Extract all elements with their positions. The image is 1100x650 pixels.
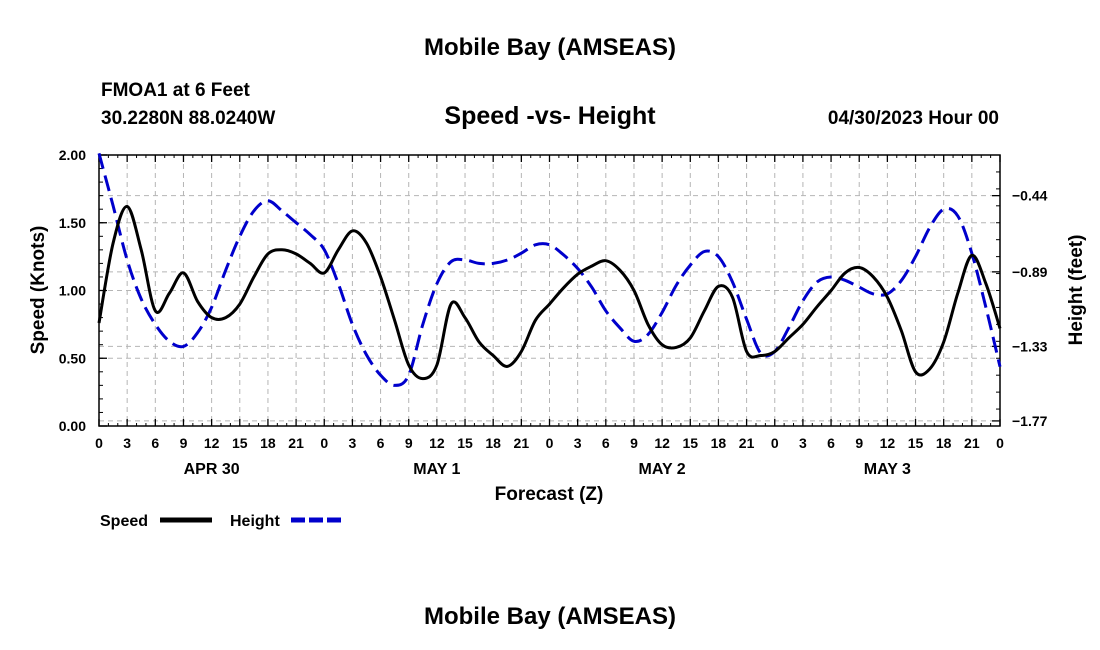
x-tick-label: 18 <box>485 435 501 451</box>
y-right-tick-label: −1.77 <box>1012 413 1048 429</box>
x-tick-label: 18 <box>260 435 276 451</box>
series-line-height <box>97 152 1002 387</box>
y-right-tick-label: −1.33 <box>1012 338 1048 354</box>
x-tick-label: 18 <box>936 435 952 451</box>
x-axis-label: Forecast (Z) <box>495 484 604 505</box>
x-tick-label: 6 <box>377 435 385 451</box>
x-tick-label: 15 <box>232 435 248 451</box>
x-tick-label: 3 <box>123 435 131 451</box>
chart-title: Speed -vs- Height <box>444 102 656 130</box>
x-tick-label: 21 <box>964 435 980 451</box>
location-label: 30.2280N 88.0240W <box>101 108 275 129</box>
y-axis-right-label: Height (feet) <box>1066 235 1087 346</box>
x-tick-label: 0 <box>95 435 103 451</box>
x-tick-label: 18 <box>711 435 727 451</box>
legend: Speed Height <box>100 513 343 530</box>
run-time-label: 04/30/2023 Hour 00 <box>828 108 999 129</box>
x-tick-label: 9 <box>405 435 413 451</box>
x-tick-label: 15 <box>457 435 473 451</box>
x-tick-label: 12 <box>429 435 445 451</box>
x-tick-label: 21 <box>739 435 755 451</box>
x-tick-label: 9 <box>630 435 638 451</box>
x-tick-label: 3 <box>799 435 807 451</box>
station-label: FMOA1 at 6 Feet <box>101 80 251 101</box>
x-tick-label: 3 <box>574 435 582 451</box>
y-left-tick-label: 0.00 <box>59 418 86 434</box>
legend-label-speed: Speed <box>100 513 148 530</box>
x-tick-label: 9 <box>855 435 863 451</box>
series-lines <box>97 152 1002 387</box>
x-tick-label: 21 <box>514 435 530 451</box>
legend-label-height: Height <box>230 513 280 530</box>
x-tick-label: 12 <box>654 435 670 451</box>
series-line-speed <box>97 205 1002 381</box>
x-tick-label: 15 <box>908 435 924 451</box>
x-tick-label: 9 <box>180 435 188 451</box>
x-tick-label: 0 <box>546 435 554 451</box>
x-tick-label: 0 <box>996 435 1004 451</box>
x-axis-day-labels: APR 30 MAY 1 MAY 2 MAY 3 <box>184 461 911 478</box>
x-tick-label: 12 <box>880 435 896 451</box>
y-axis-left: 0.00 0.50 1.00 1.50 2.00 <box>59 147 107 434</box>
x-tick-label: 12 <box>204 435 220 451</box>
x-axis: 0 3 6 9 12 15 18 21 0 3 6 9 12 15 18 21 0 3 6 9 12 15 18 21 0 3 6 9… <box>95 155 1004 451</box>
y-axis-right: −0.44 −0.89 −1.33 −1.77 <box>992 171 1048 429</box>
page-title-bottom: Mobile Bay (AMSEAS) <box>424 603 676 630</box>
grid-lines <box>99 155 1000 426</box>
y-right-tick-label: −0.89 <box>1012 264 1048 280</box>
y-left-tick-label: 0.50 <box>59 350 86 366</box>
day-label: MAY 2 <box>639 461 686 478</box>
day-label: MAY 3 <box>864 461 911 478</box>
x-tick-label: 15 <box>682 435 698 451</box>
day-label: APR 30 <box>184 461 240 478</box>
x-tick-label: 6 <box>827 435 835 451</box>
page-title-top: Mobile Bay (AMSEAS) <box>424 34 676 61</box>
y-right-tick-label: −0.44 <box>1012 188 1048 204</box>
x-tick-label: 0 <box>771 435 779 451</box>
x-tick-label: 21 <box>288 435 304 451</box>
x-tick-label: 3 <box>349 435 357 451</box>
y-axis-left-label: Speed (Knots) <box>28 226 49 355</box>
day-label: MAY 1 <box>413 461 460 478</box>
y-left-tick-label: 1.00 <box>59 283 86 299</box>
y-left-tick-label: 2.00 <box>59 147 86 163</box>
y-left-tick-label: 1.50 <box>59 215 86 231</box>
x-tick-label: 6 <box>602 435 610 451</box>
x-tick-label: 6 <box>151 435 159 451</box>
x-tick-label: 0 <box>320 435 328 451</box>
